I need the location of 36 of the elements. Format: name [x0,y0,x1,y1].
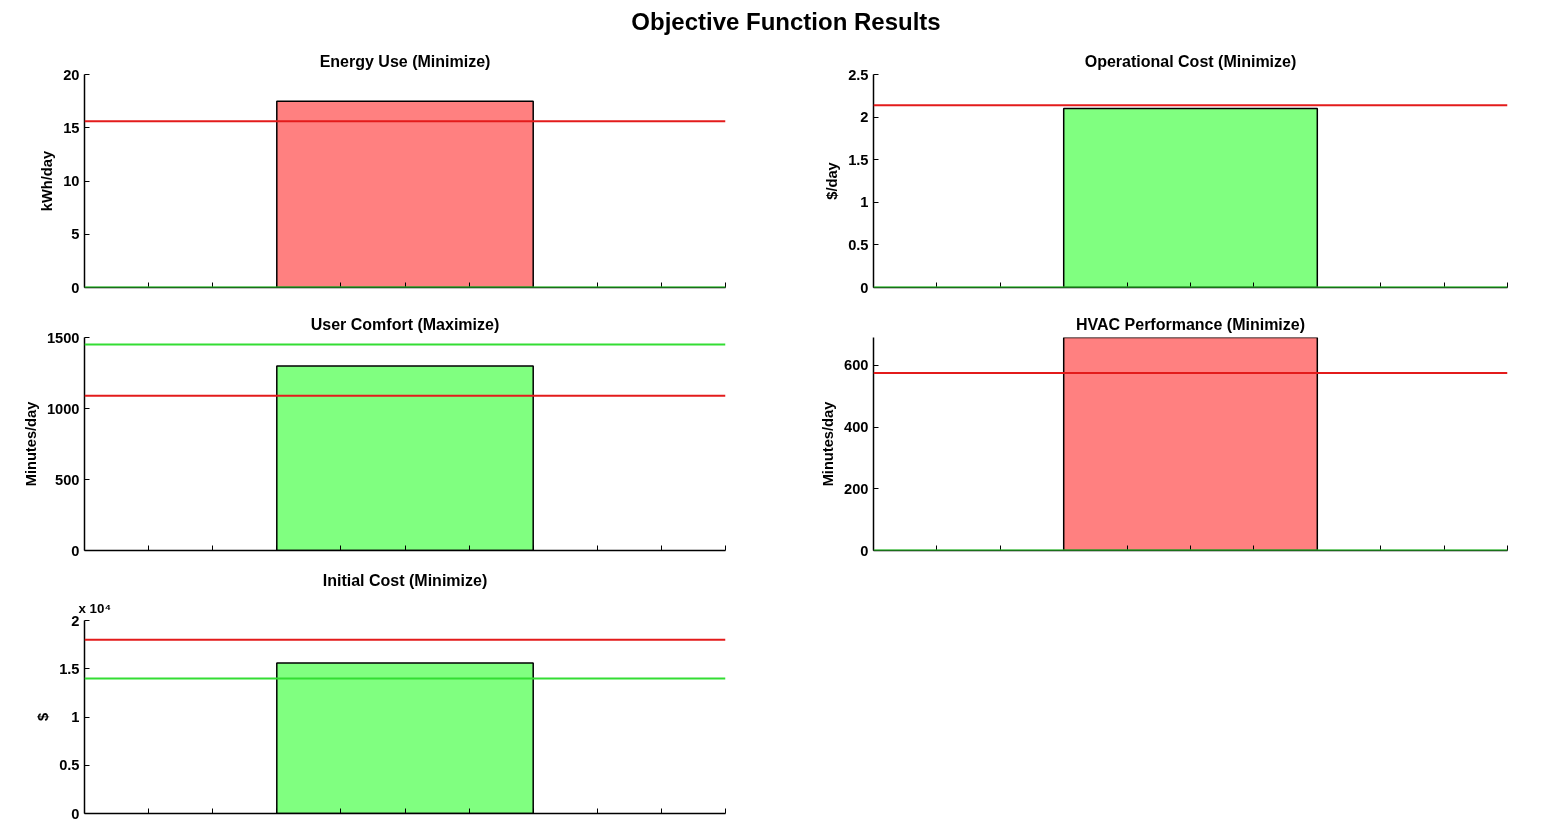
y-tick-label: 2.5 [848,66,869,83]
y-tick-label: 1500 [46,329,80,346]
y-tick-label: 1.5 [59,660,80,677]
y-tick-label: 0 [860,279,869,296]
y-tick-label: 10 [63,173,80,189]
y-tick-label: 1000 [46,400,80,417]
y-tick-label: 400 [844,419,869,436]
y-tick-label: 500 [55,471,80,488]
y-tick-label: 20 [63,66,80,83]
y-axis-title: Minutes/day [22,400,39,487]
y-tick-label: 0.5 [59,757,80,774]
y-tick-label: 200 [844,480,869,497]
y-tick-label: 600 [844,357,869,374]
y-tick-label: 5 [71,226,80,243]
text: Objective Function Results [630,7,942,37]
y-tick-label: 1 [860,194,869,211]
chart-title: HVAC Performance (Minimize) [1075,315,1306,333]
text: x 10⁴ [78,600,112,616]
y-tick-label: 0.5 [848,236,869,253]
y-tick-label: 1.5 [848,151,869,168]
y-tick-label: 2 [860,109,869,126]
chart-title: Energy Use (Minimize) [319,52,491,70]
y-tick-label: 0 [71,542,80,559]
y-tick-label: 2 [71,612,80,629]
y-tick-label: 0 [71,279,80,296]
y-axis-title: kWh/day [39,150,56,212]
y-axis-title: $ [35,712,52,722]
y-tick-label: 0 [71,805,80,822]
chart-title: Operational Cost (Minimize) [1084,52,1297,70]
chart-title: Initial Cost (Minimize) [322,571,488,589]
y-tick-label: 1 [71,709,80,725]
y-axis-title: $/day [824,161,841,200]
chart-title: User Comfort (Maximize) [310,315,500,333]
y-tick-label: 0 [860,542,869,559]
y-tick-label: 15 [63,119,80,136]
y-axis-title: Minutes/day [820,400,837,487]
